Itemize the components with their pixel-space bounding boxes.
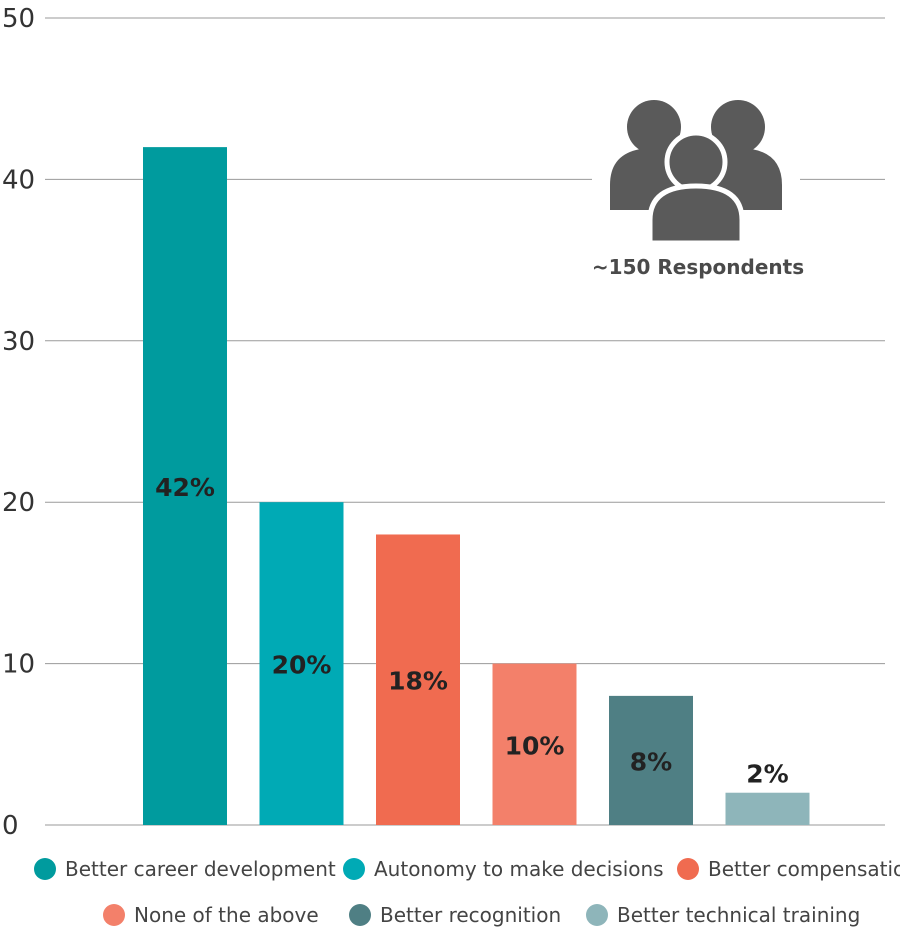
legend-swatch xyxy=(34,858,56,880)
y-tick-label: 0 xyxy=(2,811,19,841)
legend-swatch xyxy=(343,858,365,880)
legend-entry: None of the above xyxy=(134,903,319,927)
legend-swatch xyxy=(677,858,699,880)
bar-data-label: 42% xyxy=(155,473,215,502)
respondents-annotation: ~150 Respondents xyxy=(592,95,804,285)
bars xyxy=(143,147,810,825)
legend-entry: Better career development xyxy=(65,857,336,881)
legend-swatch xyxy=(349,904,371,926)
y-tick-label: 30 xyxy=(2,327,35,357)
legend-entry: Autonomy to make decisions xyxy=(374,857,664,881)
respondents-label: ~150 Respondents xyxy=(592,255,804,279)
legend-entry: Better compensation xyxy=(708,857,900,881)
bar-data-label: 10% xyxy=(505,731,565,760)
y-tick-label: 10 xyxy=(2,650,35,680)
bar-data-label: 20% xyxy=(272,651,332,680)
y-tick-label: 20 xyxy=(2,488,35,518)
bar xyxy=(609,695,693,825)
bar-data-labels: 42% 20% 18% 10% 8% 2% xyxy=(155,473,789,789)
bar xyxy=(259,502,344,825)
legend-swatch xyxy=(586,904,608,926)
bar xyxy=(492,663,577,825)
bar-data-label: 2% xyxy=(746,760,788,789)
bar xyxy=(376,534,460,825)
legend-entry: Better technical training xyxy=(617,903,860,927)
people-group-icon xyxy=(610,100,782,246)
bar xyxy=(143,147,227,825)
bar-data-label: 18% xyxy=(388,667,448,696)
legend-entry: Better recognition xyxy=(380,903,561,927)
legend: Better career development Autonomy to mak… xyxy=(34,857,900,927)
bar-data-label: 8% xyxy=(630,747,672,776)
y-tick-label: 50 xyxy=(2,4,35,34)
y-axis-ticks: 0 10 20 30 40 50 xyxy=(2,4,35,841)
y-tick-label: 40 xyxy=(2,165,35,195)
bar xyxy=(725,792,810,825)
legend-swatch xyxy=(103,904,125,926)
